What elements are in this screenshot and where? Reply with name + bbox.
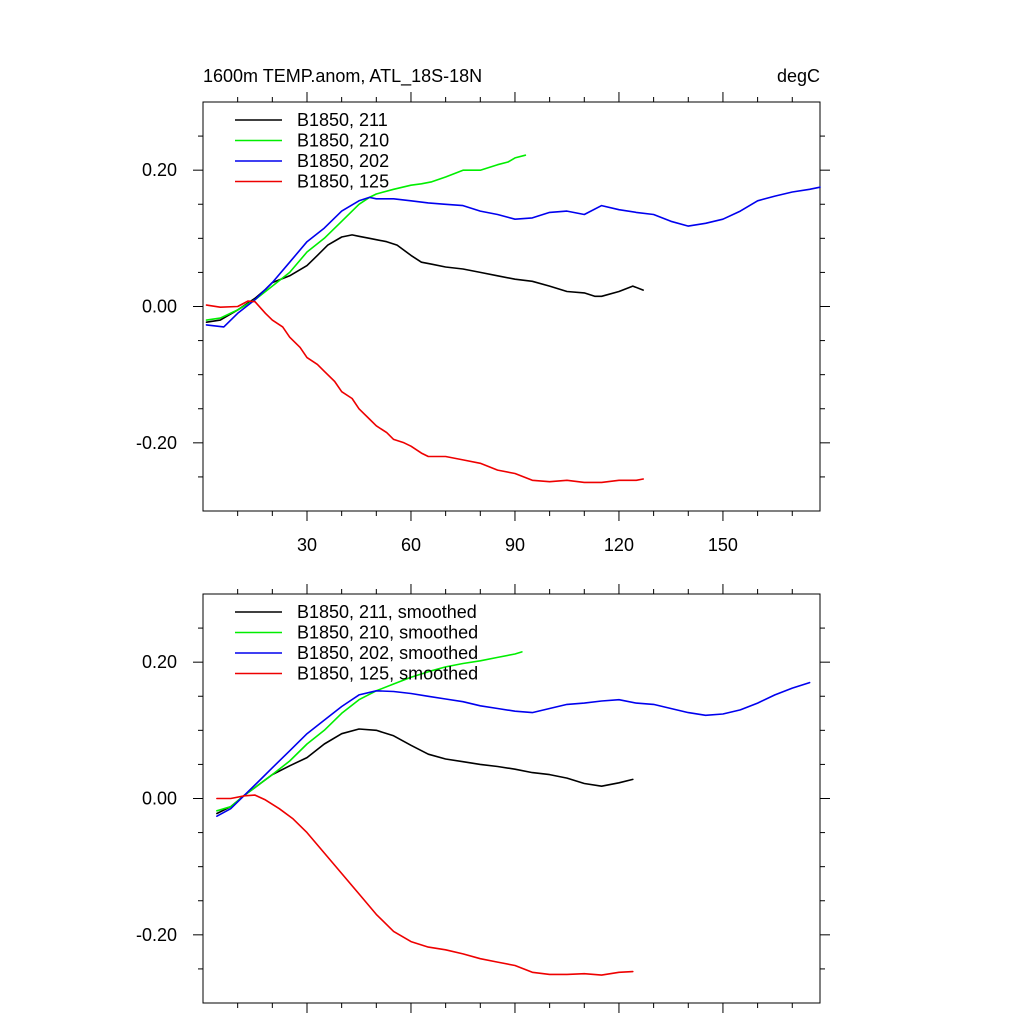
legend-label: B1850, 211, smoothed: [297, 602, 477, 622]
x-tick-label: 120: [604, 535, 634, 555]
legend-label: B1850, 210: [297, 131, 389, 151]
legend-label: B1850, 202, smoothed: [297, 643, 478, 663]
series-line-2: [205, 154, 527, 321]
series-line-4: [205, 300, 644, 484]
title-right: degC: [777, 66, 820, 86]
y-tick-label: 0.20: [142, 652, 177, 672]
x-tick-label: 90: [505, 535, 525, 555]
series-line-3: [205, 186, 821, 328]
series-line-1: [205, 234, 644, 323]
y-tick-label: 0.20: [142, 160, 177, 180]
legend-label: B1850, 125: [297, 172, 389, 192]
y-tick-label: 0.00: [142, 789, 177, 809]
legend-label: B1850, 125, smoothed: [297, 664, 478, 684]
series-line-3: [216, 681, 811, 817]
legend-label: B1850, 210, smoothed: [297, 623, 478, 643]
series-line-1: [216, 728, 634, 815]
legend-label: B1850, 202: [297, 151, 389, 171]
x-tick-label: 30: [297, 535, 317, 555]
series-line-2: [216, 651, 523, 812]
x-tick-label: 150: [708, 535, 738, 555]
legend-label: B1850, 211: [297, 110, 388, 130]
series-line-4: [216, 794, 634, 976]
plot-frame: [202, 101, 821, 512]
y-tick-label: -0.20: [136, 925, 177, 945]
y-tick-label: -0.20: [136, 433, 177, 453]
y-tick-label: 0.00: [142, 297, 177, 317]
x-tick-label: 60: [401, 535, 421, 555]
title-left: 1600m TEMP.anom, ATL_18S-18N: [203, 66, 482, 87]
